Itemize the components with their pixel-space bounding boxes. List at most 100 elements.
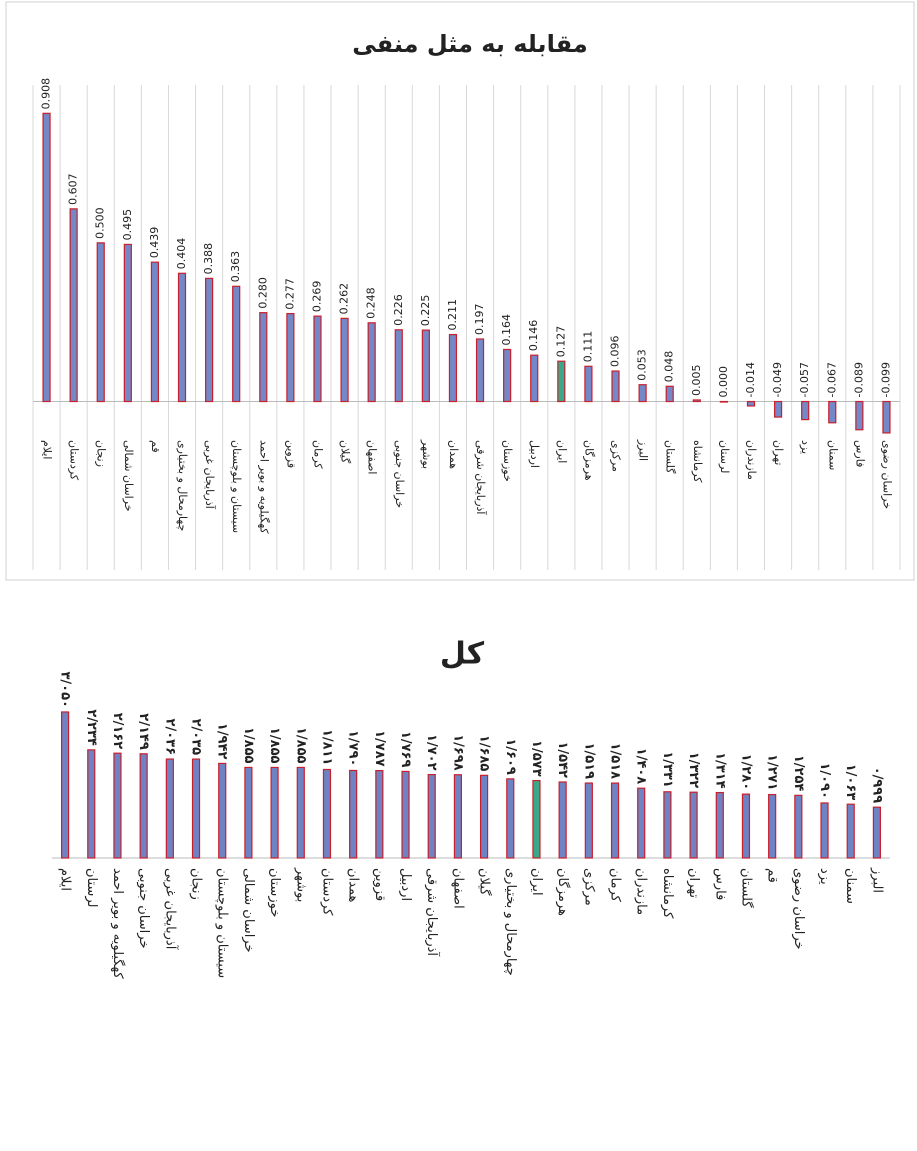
value-label: ۱/۰۹۰ bbox=[817, 762, 832, 799]
value-label: 0.225 bbox=[419, 295, 432, 327]
value-label: 0.000 bbox=[717, 366, 730, 398]
value-label: 0.111 bbox=[581, 331, 594, 363]
value-label: ۱/۵۴۲ bbox=[555, 741, 570, 778]
bar bbox=[506, 778, 515, 859]
category-label: هرمزگان bbox=[555, 868, 571, 916]
bar bbox=[503, 348, 512, 403]
value-label: -0.057 bbox=[798, 362, 811, 397]
bar bbox=[232, 285, 241, 403]
bar bbox=[448, 333, 458, 403]
bar bbox=[719, 400, 728, 403]
value-label: 0.500 bbox=[94, 207, 107, 239]
value-label: ۲/۰۳۶ bbox=[162, 719, 177, 756]
category-label: بوشهر bbox=[420, 439, 433, 469]
category-label: خراسان جنوبی bbox=[393, 440, 406, 508]
category-label: خوزستان bbox=[501, 440, 514, 482]
category-label: البرز bbox=[869, 867, 884, 893]
bar bbox=[322, 768, 332, 859]
bar bbox=[42, 112, 51, 403]
value-label: ۳/۰۵۰ bbox=[58, 671, 73, 708]
bar bbox=[715, 791, 724, 859]
bar bbox=[139, 753, 148, 859]
value-label: 0.404 bbox=[175, 238, 188, 270]
bar bbox=[87, 749, 96, 859]
bar bbox=[313, 315, 322, 403]
value-label: ۱/۷۸۷ bbox=[372, 730, 387, 767]
bar bbox=[191, 758, 201, 859]
category-label: اردبیل bbox=[398, 868, 413, 901]
bar bbox=[340, 317, 349, 403]
value-label: -0.014 bbox=[744, 362, 757, 397]
category-label: آذربایجان شرقی bbox=[474, 440, 488, 515]
category-label: آذربایجان غربی bbox=[203, 440, 217, 510]
category-label: سیستان و بلوچستان bbox=[230, 440, 243, 533]
value-label: ۱/۹۴۲ bbox=[215, 723, 230, 760]
bar bbox=[692, 399, 701, 403]
category-label: اصفهان bbox=[450, 868, 465, 909]
category-label: گیلان bbox=[339, 440, 352, 464]
bar bbox=[60, 711, 70, 859]
bar bbox=[427, 773, 436, 859]
value-label: 0.269 bbox=[310, 281, 323, 313]
category-label: کرمان bbox=[311, 440, 324, 469]
chart-frame bbox=[5, 1, 915, 581]
value-label: ۱/۸۵۵ bbox=[293, 727, 308, 764]
value-label: ۱/۲۸۰ bbox=[738, 754, 753, 791]
value-label: 0.495 bbox=[121, 209, 134, 241]
category-label: فارس bbox=[853, 440, 866, 467]
value-label: ۱/۲۵۴ bbox=[791, 755, 806, 792]
value-label: ۱/۳۳۱ bbox=[660, 751, 675, 788]
value-label: ۱/۷۹۰ bbox=[346, 730, 361, 767]
bar bbox=[421, 329, 430, 403]
chart-title: مقابله به مثل منفی bbox=[352, 30, 587, 58]
bar bbox=[165, 758, 174, 859]
value-label: 0.127 bbox=[554, 326, 567, 358]
value-label: ۱/۷۶۹ bbox=[398, 731, 413, 768]
category-label: همدان bbox=[346, 868, 361, 902]
category-label: تهران bbox=[772, 440, 785, 465]
value-label: 0.262 bbox=[338, 283, 351, 315]
bar bbox=[741, 793, 751, 859]
value-label: 0.048 bbox=[663, 351, 676, 383]
value-label: ۱/۶۰۹ bbox=[503, 738, 518, 775]
bar bbox=[794, 794, 803, 859]
category-label: زنجان bbox=[95, 440, 108, 467]
value-label: ۰/۹۹۹ bbox=[869, 767, 884, 804]
category-label: زنجان bbox=[189, 868, 204, 900]
category-label: خراسان رضوی bbox=[791, 868, 806, 950]
category-label: اصفهان bbox=[366, 440, 379, 474]
category-label: یزد bbox=[817, 868, 832, 885]
bar bbox=[69, 208, 78, 403]
category-label: همدان bbox=[447, 440, 460, 469]
bar bbox=[150, 261, 160, 403]
value-label: 0.277 bbox=[283, 278, 296, 310]
value-label: -0.049 bbox=[771, 362, 784, 397]
bar bbox=[286, 313, 295, 403]
value-label: ۲/۲۳۴ bbox=[84, 709, 99, 746]
category-label: خراسان شمالی bbox=[241, 868, 256, 953]
bar bbox=[610, 782, 620, 859]
category-label: سیستان و بلوچستان bbox=[215, 868, 230, 978]
value-label: -0.067 bbox=[825, 362, 838, 397]
bar bbox=[828, 400, 837, 424]
bar bbox=[855, 400, 864, 431]
category-label: خراسان جنوبی bbox=[136, 868, 151, 948]
category-label: هرمزگان bbox=[582, 440, 595, 481]
category-label: خراسان شمالی bbox=[122, 440, 135, 512]
value-label: ۱/۵۱۹ bbox=[581, 743, 596, 780]
bar bbox=[846, 803, 855, 859]
bar bbox=[123, 243, 132, 403]
value-label: ۱/۵۱۸ bbox=[608, 743, 623, 780]
bar bbox=[532, 779, 541, 859]
category-label: گلستان bbox=[664, 440, 677, 474]
category-label: آذربایجان شرقی bbox=[424, 868, 441, 957]
value-label: ۱/۸۱۱ bbox=[319, 729, 334, 766]
category-label: مرکزی bbox=[581, 868, 596, 906]
category-label: قزوین bbox=[372, 868, 387, 901]
bar bbox=[820, 802, 829, 859]
category-label: قزوین bbox=[284, 440, 297, 468]
bar bbox=[530, 354, 539, 403]
category-label: خراسان رضوی bbox=[880, 440, 893, 509]
bar bbox=[584, 365, 593, 403]
